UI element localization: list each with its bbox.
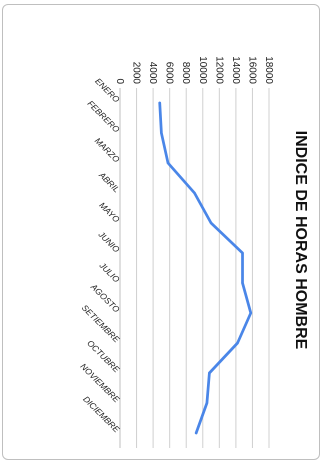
category-axis-labels: ENEROFEBREROMARZOABRILMAYOJUNIOJULIOAGOS… [79, 76, 122, 435]
data-point [205, 401, 209, 405]
data-point [208, 371, 211, 375]
value-tick-label: 4000 [147, 62, 158, 85]
category-label: JUNIO [96, 229, 122, 255]
data-point [241, 281, 244, 285]
value-tick-label: 10000 [197, 56, 208, 84]
category-label: FEBRERO [86, 98, 122, 134]
data-point [158, 101, 161, 105]
data-point [160, 131, 163, 135]
value-axis-ticks: 0 2000 4000 6000 8000 10000 12000 14000 16000 180… [114, 56, 274, 84]
category-label: JULIO [97, 260, 122, 285]
data-point [209, 221, 213, 225]
data-point [236, 341, 239, 345]
value-tick-label: 12000 [213, 56, 224, 84]
value-tick-label: 0 [114, 78, 125, 84]
category-label: MAYO [97, 200, 122, 225]
category-label: ABRIL [96, 169, 121, 194]
category-label: MARZO [93, 136, 122, 165]
value-tick-label: 8000 [180, 62, 191, 85]
data-point [193, 191, 196, 195]
data-point [241, 251, 244, 255]
value-tick-label: 6000 [164, 62, 175, 85]
data-point [194, 431, 198, 435]
value-tick-label: 14000 [230, 56, 241, 84]
series-line-layer [158, 101, 253, 435]
chart-frame [2, 4, 320, 460]
value-tick-label: 16000 [246, 56, 257, 84]
value-tick-label: 2000 [131, 62, 142, 85]
gridlines [119, 88, 270, 448]
value-tick-label: 18000 [263, 56, 274, 84]
series-line [158, 101, 253, 435]
data-point [166, 161, 170, 165]
chart-title: INDICE DE HORAS HOMBRE [292, 131, 309, 350]
data-point [249, 311, 252, 315]
